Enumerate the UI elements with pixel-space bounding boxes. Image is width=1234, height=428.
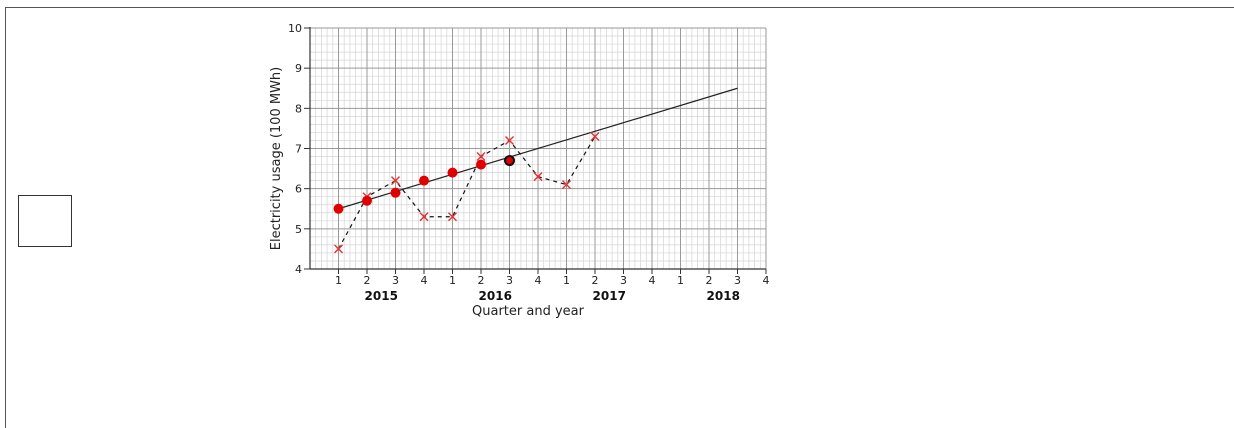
x-marker-stroke <box>590 131 600 141</box>
chart-grid <box>309 27 767 270</box>
actual-data-x-marker <box>334 244 343 254</box>
x-tick-label: 4 <box>535 274 542 287</box>
actual-data-x-marker <box>505 135 514 145</box>
trend-point <box>447 167 458 178</box>
x-tick-label: 3 <box>734 274 741 287</box>
x-tick-label: 4 <box>763 274 770 287</box>
y-tick-label: 9 <box>295 62 302 75</box>
trend-point <box>476 159 486 170</box>
trend-line <box>338 87 738 210</box>
answer-checkbox[interactable] <box>18 195 72 247</box>
chart-axes: 4 5 6 7 8 9 10 1 2 3 4 1 2 3 4 1 2 3 4 1 2 3 4 2015 2016 2017 2018 <box>288 22 770 303</box>
actual-data-x-marker <box>476 152 486 162</box>
actual-data-x-marker <box>590 131 600 141</box>
actual-data-x-marker <box>562 180 571 190</box>
x-tick-label: 3 <box>506 274 513 287</box>
x-tick-label: 1 <box>677 274 684 287</box>
x-tick-label: 2 <box>706 274 713 287</box>
x-tick-label: 1 <box>335 274 342 287</box>
x-marker-stroke <box>419 212 429 222</box>
x-tick-label: 1 <box>563 274 570 287</box>
trend-point <box>333 203 344 214</box>
actual-data-x-marker <box>533 172 543 182</box>
actual-data-dashed-line <box>337 136 596 250</box>
actual-data-x-marker <box>448 212 457 222</box>
x-group-label: 2016 <box>479 289 512 303</box>
x-marker-stroke <box>562 180 571 190</box>
x-tick-label: 2 <box>592 274 599 287</box>
chart-data-layer <box>333 87 738 254</box>
trend-point <box>390 187 401 198</box>
y-tick-label: 10 <box>288 22 302 35</box>
question-frame <box>5 7 1234 428</box>
y-axis-title: Electricity usage (100 MWh) <box>269 67 284 250</box>
x-marker-stroke <box>448 212 457 222</box>
x-marker-stroke <box>334 244 343 254</box>
y-tick-label: 8 <box>295 102 302 115</box>
x-axis-title: Quarter and year <box>472 304 585 319</box>
actual-data-x-marker <box>419 212 429 222</box>
x-marker-stroke <box>505 135 514 145</box>
trend-point-highlighted <box>504 155 515 167</box>
y-tick-label: 6 <box>295 183 302 196</box>
y-tick-label: 7 <box>295 143 302 156</box>
x-marker-stroke <box>476 152 486 162</box>
x-group-label: 2018 <box>707 289 740 303</box>
x-tick-label: 3 <box>620 274 627 287</box>
y-tick-label: 4 <box>295 263 302 276</box>
x-group-label: 2015 <box>365 289 398 303</box>
x-tick-label: 2 <box>478 274 485 287</box>
trend-point <box>419 175 429 186</box>
x-tick-label: 1 <box>449 274 456 287</box>
x-marker-stroke <box>391 176 400 186</box>
x-group-label: 2017 <box>593 289 626 303</box>
x-tick-label: 4 <box>649 274 656 287</box>
actual-data-x-marker <box>391 176 400 186</box>
x-tick-label: 3 <box>392 274 399 287</box>
x-tick-label: 4 <box>421 274 428 287</box>
x-tick-label: 2 <box>364 274 371 287</box>
trend-point <box>362 195 372 206</box>
x-marker-stroke <box>533 172 543 182</box>
y-tick-label: 5 <box>295 223 302 236</box>
